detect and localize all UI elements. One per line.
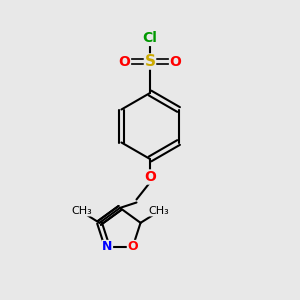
Text: O: O [169,55,181,68]
Text: S: S [145,54,155,69]
Text: O: O [118,55,130,68]
Text: O: O [144,170,156,184]
Text: Cl: Cl [142,32,158,45]
Text: CH₃: CH₃ [71,206,92,216]
Text: N: N [102,241,112,254]
Text: CH₃: CH₃ [148,206,169,216]
Text: O: O [128,241,138,254]
